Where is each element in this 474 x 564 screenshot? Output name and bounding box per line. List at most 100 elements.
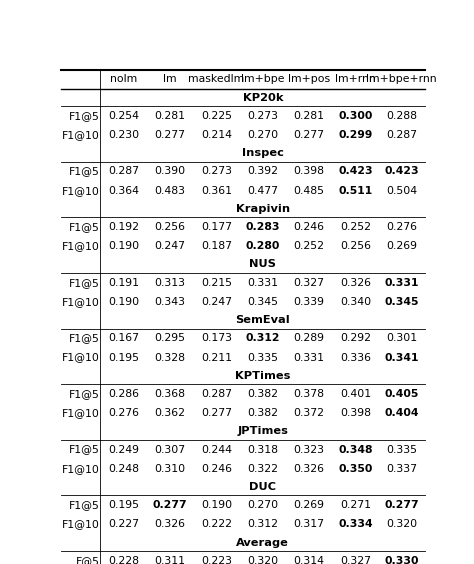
Text: F1@5: F1@5: [69, 222, 100, 232]
Text: 0.477: 0.477: [247, 186, 278, 196]
Text: F1@10: F1@10: [62, 241, 100, 252]
Text: F1@5: F1@5: [69, 444, 100, 455]
Text: 0.223: 0.223: [201, 556, 232, 564]
Text: Krapivin: Krapivin: [236, 204, 290, 214]
Text: 0.187: 0.187: [201, 241, 232, 252]
Text: SemEval: SemEval: [236, 315, 290, 325]
Text: 0.382: 0.382: [247, 389, 278, 399]
Text: 0.335: 0.335: [247, 352, 278, 363]
Text: 0.330: 0.330: [384, 556, 419, 564]
Text: 0.292: 0.292: [340, 333, 371, 343]
Text: 0.320: 0.320: [386, 519, 417, 530]
Text: 0.398: 0.398: [293, 166, 325, 177]
Text: JPTimes: JPTimes: [237, 426, 288, 437]
Text: 0.270: 0.270: [247, 500, 278, 510]
Text: 0.390: 0.390: [155, 166, 186, 177]
Text: 0.423: 0.423: [338, 166, 373, 177]
Text: 0.254: 0.254: [109, 111, 139, 121]
Text: 0.269: 0.269: [293, 500, 325, 510]
Text: 0.301: 0.301: [386, 333, 417, 343]
Text: F1@10: F1@10: [62, 464, 100, 474]
Text: KPTimes: KPTimes: [235, 371, 291, 381]
Text: 0.378: 0.378: [293, 389, 325, 399]
Text: 0.177: 0.177: [201, 222, 232, 232]
Text: F1@10: F1@10: [62, 130, 100, 140]
Text: 0.222: 0.222: [201, 519, 232, 530]
Text: 0.195: 0.195: [109, 352, 139, 363]
Text: 0.320: 0.320: [247, 556, 278, 564]
Text: 0.511: 0.511: [338, 186, 373, 196]
Text: 0.281: 0.281: [155, 111, 186, 121]
Text: 0.331: 0.331: [384, 277, 419, 288]
Text: 0.167: 0.167: [109, 333, 139, 343]
Text: F1@5: F1@5: [69, 277, 100, 288]
Text: 0.312: 0.312: [247, 519, 278, 530]
Text: F1@5: F1@5: [69, 111, 100, 121]
Text: 0.299: 0.299: [338, 130, 373, 140]
Text: 0.504: 0.504: [386, 186, 417, 196]
Text: 0.249: 0.249: [109, 444, 139, 455]
Text: 0.405: 0.405: [384, 389, 419, 399]
Text: 0.334: 0.334: [338, 519, 373, 530]
Text: 0.337: 0.337: [386, 464, 417, 474]
Text: KP20k: KP20k: [243, 92, 283, 103]
Text: 0.273: 0.273: [201, 166, 232, 177]
Text: 0.312: 0.312: [246, 333, 280, 343]
Text: 0.343: 0.343: [155, 297, 186, 307]
Text: 0.307: 0.307: [155, 444, 186, 455]
Text: 0.287: 0.287: [201, 389, 232, 399]
Text: 0.283: 0.283: [246, 222, 280, 232]
Text: F1@10: F1@10: [62, 408, 100, 418]
Text: 0.195: 0.195: [109, 500, 139, 510]
Text: F1@10: F1@10: [62, 352, 100, 363]
Text: 0.246: 0.246: [201, 464, 232, 474]
Text: lm+bpe: lm+bpe: [241, 74, 284, 85]
Text: F1@5: F1@5: [69, 500, 100, 510]
Text: 0.256: 0.256: [155, 222, 186, 232]
Text: 0.328: 0.328: [155, 352, 186, 363]
Text: 0.277: 0.277: [153, 500, 188, 510]
Text: 0.192: 0.192: [109, 222, 139, 232]
Text: 0.348: 0.348: [338, 444, 373, 455]
Text: 0.252: 0.252: [293, 241, 325, 252]
Text: 0.361: 0.361: [201, 186, 232, 196]
Text: 0.173: 0.173: [201, 333, 232, 343]
Text: 0.281: 0.281: [293, 111, 325, 121]
Text: 0.345: 0.345: [384, 297, 419, 307]
Text: 0.368: 0.368: [155, 389, 186, 399]
Text: 0.318: 0.318: [247, 444, 278, 455]
Text: F1@5: F1@5: [69, 389, 100, 399]
Text: 0.214: 0.214: [201, 130, 232, 140]
Text: 0.276: 0.276: [386, 222, 417, 232]
Text: 0.287: 0.287: [109, 166, 139, 177]
Text: 0.227: 0.227: [109, 519, 139, 530]
Text: 0.276: 0.276: [109, 408, 139, 418]
Text: 0.392: 0.392: [247, 166, 278, 177]
Text: 0.300: 0.300: [338, 111, 373, 121]
Text: 0.271: 0.271: [340, 500, 371, 510]
Text: 0.382: 0.382: [247, 408, 278, 418]
Text: F@5: F@5: [76, 556, 100, 564]
Text: lm+rnn: lm+rnn: [335, 74, 376, 85]
Text: maskedlm: maskedlm: [188, 74, 245, 85]
Text: 0.317: 0.317: [293, 519, 325, 530]
Text: 0.270: 0.270: [247, 130, 278, 140]
Text: lm: lm: [164, 74, 177, 85]
Text: 0.247: 0.247: [201, 297, 232, 307]
Text: 0.485: 0.485: [293, 186, 325, 196]
Text: Average: Average: [237, 537, 289, 548]
Text: 0.322: 0.322: [247, 464, 278, 474]
Text: 0.215: 0.215: [201, 277, 232, 288]
Text: 0.269: 0.269: [386, 241, 417, 252]
Text: 0.286: 0.286: [109, 389, 139, 399]
Text: 0.327: 0.327: [340, 556, 371, 564]
Text: 0.280: 0.280: [246, 241, 280, 252]
Text: 0.225: 0.225: [201, 111, 232, 121]
Text: lm+pos: lm+pos: [288, 74, 330, 85]
Text: 0.401: 0.401: [340, 389, 371, 399]
Text: 0.288: 0.288: [386, 111, 417, 121]
Text: 0.326: 0.326: [340, 277, 371, 288]
Text: 0.277: 0.277: [155, 130, 186, 140]
Text: 0.190: 0.190: [109, 241, 139, 252]
Text: 0.331: 0.331: [247, 277, 278, 288]
